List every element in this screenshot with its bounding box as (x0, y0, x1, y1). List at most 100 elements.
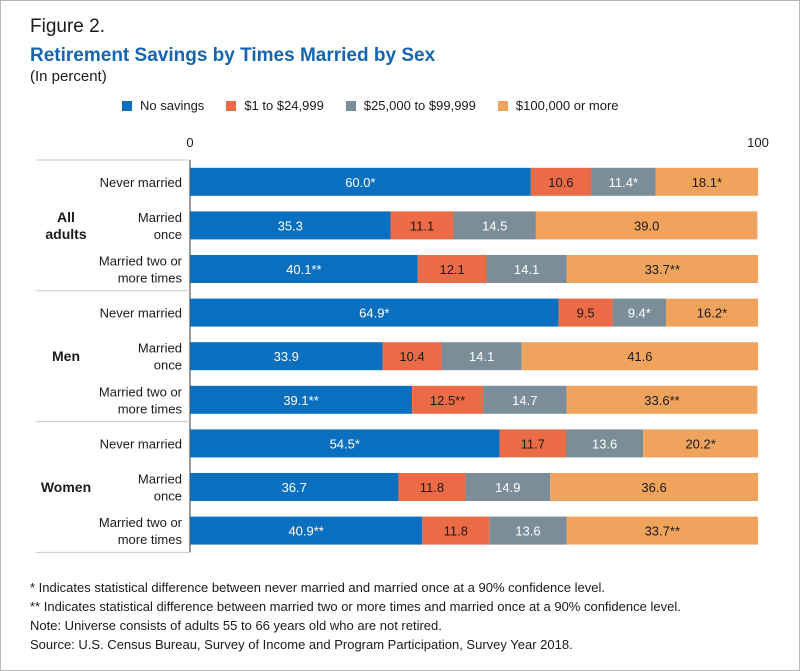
bar-segment (422, 516, 490, 545)
bar-segment (550, 473, 758, 501)
bar-data-label: 33.9 (274, 349, 299, 364)
bar-segment (612, 298, 666, 327)
chart-subtitle: (In percent) (30, 68, 107, 85)
bar-data-label: 11.8 (420, 480, 444, 495)
bar-segment (190, 342, 383, 371)
legend-item-low: $1 to $24,999 (226, 98, 324, 113)
legend-label-high: $100,000 or more (515, 98, 619, 113)
bar-segment (417, 255, 487, 283)
bar-data-label: 33.7** (645, 524, 680, 539)
bar-data-label: 33.7** (645, 262, 680, 277)
bar-data-label: 14.7 (512, 393, 537, 408)
bar-data-label: 64.9* (359, 306, 389, 321)
bar-segment (390, 211, 454, 240)
group-label: adults (45, 226, 86, 242)
row-label: once (154, 358, 182, 373)
bar-segment (190, 167, 531, 196)
bar-data-label: 60.0* (345, 175, 375, 190)
figure-label: Figure 2. (30, 16, 105, 37)
legend-swatch-low (226, 100, 237, 111)
bar-segment (655, 167, 758, 196)
bar-data-label: 36.7 (282, 480, 307, 495)
note-single-asterisk: * Indicates statistical difference betwe… (30, 580, 605, 595)
bar-data-label: 11.1 (410, 218, 434, 233)
legend-label-mid: $25,000 to $99,999 (363, 98, 476, 113)
note-double-asterisk: ** Indicates statistical difference betw… (30, 599, 681, 614)
bar-data-label: 40.9** (288, 524, 323, 539)
bar-data-label: 11.4* (609, 175, 638, 190)
bar-data-label: 10.4 (399, 349, 424, 364)
legend-label-no-savings: No savings (140, 98, 205, 113)
row-label: more times (118, 532, 183, 547)
bar-data-label: 39.0 (634, 218, 659, 233)
bar-data-label: 13.6 (592, 436, 617, 451)
chart-notes: * Indicates statistical difference betwe… (30, 578, 681, 654)
row-label: once (154, 489, 182, 504)
note-source: Source: U.S. Census Bureau, Survey of In… (30, 637, 573, 652)
group-label: Men (52, 348, 80, 364)
bar-segment (190, 473, 399, 501)
bar-data-label: 9.4* (628, 306, 651, 321)
bar-data-label: 16.2* (697, 306, 727, 321)
legend-item-high: $100,000 or more (497, 98, 619, 113)
bar-segment (190, 385, 413, 414)
bar-segment (190, 429, 500, 458)
x-tick-label-0: 0 (186, 135, 193, 150)
chart-title: Retirement Savings by Times Married by S… (30, 45, 436, 66)
bar-data-label: 18.1* (692, 175, 722, 190)
x-tick-label-100: 100 (747, 135, 769, 150)
bar-data-label: 11.8 (444, 524, 468, 539)
bar-data-label: 10.6 (548, 175, 573, 190)
row-label: Married (138, 472, 182, 487)
row-label: Never married (100, 306, 182, 321)
bar-data-label: 35.3 (278, 218, 303, 233)
bar-segment (489, 516, 567, 545)
legend-label-low: $1 to $24,999 (244, 98, 324, 113)
row-label: Married two or (99, 254, 183, 269)
bar-segment (499, 429, 567, 458)
bar-data-label: 11.7 (521, 436, 545, 451)
bar-segment (566, 385, 758, 414)
row-label: Married (138, 210, 182, 225)
bar-segment (441, 342, 522, 371)
bar-data-label: 14.1 (469, 349, 494, 364)
bar-data-label: 12.1 (439, 262, 464, 277)
chart-legend: No savings $1 to $24,999 $25,000 to $99,… (122, 98, 641, 113)
legend-item-no-savings: No savings (122, 98, 204, 113)
legend-swatch-mid (345, 100, 356, 111)
bar-segment (398, 473, 466, 501)
bar-data-label: 33.6** (644, 393, 679, 408)
bar-segment (190, 516, 423, 545)
bar-data-label: 20.2* (685, 436, 715, 451)
legend-item-mid: $25,000 to $99,999 (345, 98, 476, 113)
legend-swatch-high (497, 100, 508, 111)
row-label: more times (118, 271, 183, 286)
bar-segment (558, 298, 613, 327)
bar-segment (591, 167, 656, 196)
row-label: Married two or (99, 384, 183, 399)
bar-segment (566, 429, 644, 458)
bar-data-label: 40.1** (286, 262, 321, 277)
bar-data-label: 14.1 (514, 262, 539, 277)
row-label: Never married (100, 436, 182, 451)
group-label: All (57, 209, 75, 225)
bar-data-label: 36.6 (641, 480, 666, 495)
legend-swatch-no-savings (122, 100, 132, 111)
bar-segment (190, 298, 559, 327)
bar-segment (465, 473, 551, 501)
bar-segment (566, 255, 758, 283)
bar-segment (483, 385, 567, 414)
bar-segment (486, 255, 567, 283)
bar-data-label: 14.5 (482, 218, 507, 233)
bar-segment (190, 255, 418, 283)
bar-data-label: 9.5 (577, 306, 595, 321)
bar-segment (535, 211, 758, 240)
bar-segment (382, 342, 442, 371)
note-universe: Note: Universe consists of adults 55 to … (30, 618, 442, 633)
bar-data-label: 14.9 (495, 480, 520, 495)
row-label: Never married (100, 175, 182, 190)
bar-segment (453, 211, 536, 240)
bar-segment (665, 298, 758, 327)
row-label: Married (138, 341, 182, 356)
row-label: Married two or (99, 515, 183, 530)
